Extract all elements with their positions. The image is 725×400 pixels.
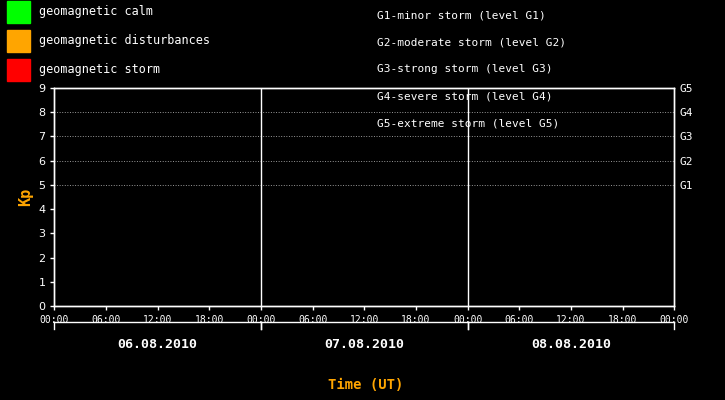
Text: geomagnetic calm: geomagnetic calm xyxy=(39,6,153,18)
Text: G2-moderate storm (level G2): G2-moderate storm (level G2) xyxy=(377,37,566,47)
Text: Time (UT): Time (UT) xyxy=(328,378,404,392)
Text: 08.08.2010: 08.08.2010 xyxy=(531,338,611,351)
Text: 07.08.2010: 07.08.2010 xyxy=(324,338,405,351)
Text: 06.08.2010: 06.08.2010 xyxy=(117,338,198,351)
Text: G1-minor storm (level G1): G1-minor storm (level G1) xyxy=(377,10,546,20)
Text: G4-severe storm (level G4): G4-severe storm (level G4) xyxy=(377,92,552,102)
Text: G3-strong storm (level G3): G3-strong storm (level G3) xyxy=(377,64,552,74)
Y-axis label: Kp: Kp xyxy=(17,188,33,206)
Text: geomagnetic disturbances: geomagnetic disturbances xyxy=(39,34,210,47)
Text: geomagnetic storm: geomagnetic storm xyxy=(39,63,160,76)
Text: G5-extreme storm (level G5): G5-extreme storm (level G5) xyxy=(377,119,559,129)
